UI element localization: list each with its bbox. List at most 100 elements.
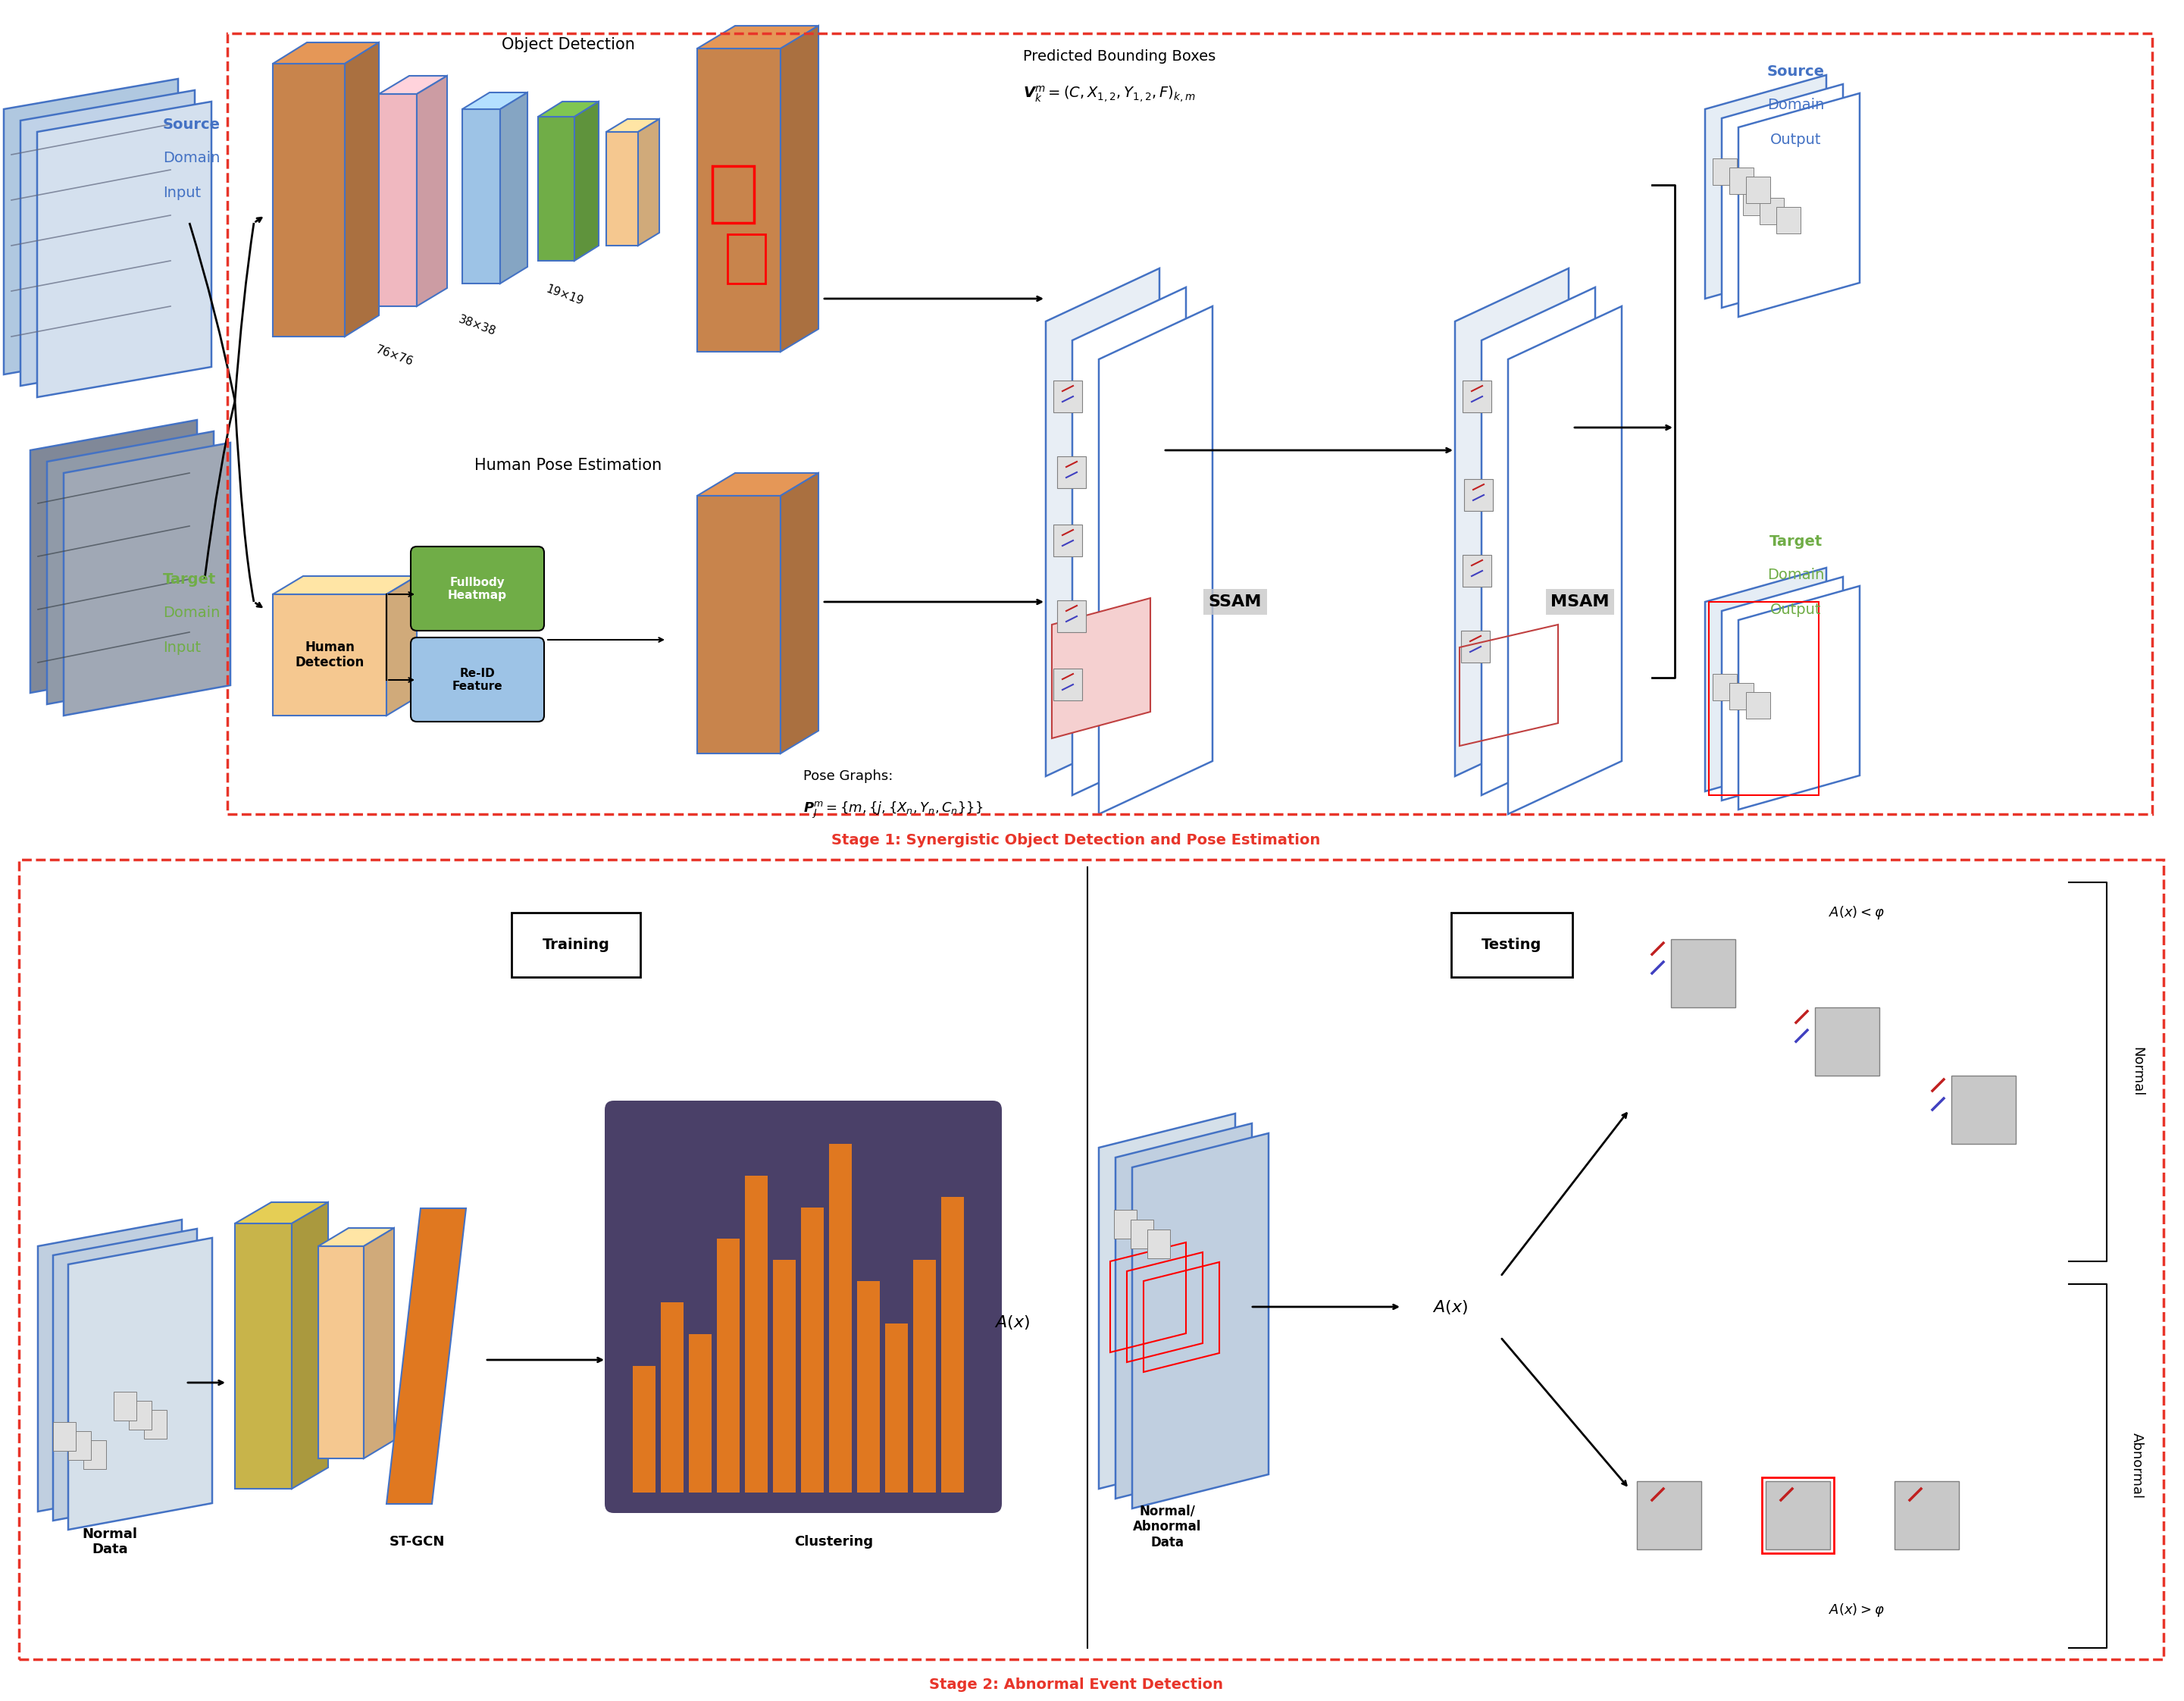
Bar: [802, 1208, 823, 1492]
Text: $A(x) > \varphi$: $A(x) > \varphi$: [1828, 1602, 1885, 1618]
Polygon shape: [52, 1228, 197, 1521]
Text: Clustering: Clustering: [795, 1534, 874, 1548]
Bar: [52, 1422, 76, 1451]
Polygon shape: [37, 102, 212, 398]
Polygon shape: [319, 1228, 393, 1247]
Polygon shape: [1706, 568, 1826, 791]
Text: Training: Training: [542, 937, 609, 953]
Polygon shape: [1131, 1133, 1269, 1509]
Bar: [1147, 1230, 1171, 1259]
Bar: [716, 1238, 740, 1492]
Polygon shape: [68, 1238, 212, 1529]
Text: Input: Input: [164, 640, 201, 655]
Polygon shape: [387, 577, 417, 716]
Polygon shape: [500, 92, 526, 284]
Bar: [662, 1303, 684, 1492]
Bar: [1776, 208, 1800, 233]
Polygon shape: [236, 1203, 328, 1223]
FancyBboxPatch shape: [605, 1101, 1002, 1512]
Bar: [1131, 1220, 1153, 1249]
Text: Fullbody
Heatmap: Fullbody Heatmap: [448, 577, 507, 600]
Polygon shape: [463, 92, 526, 109]
Text: Source: Source: [1767, 65, 1826, 78]
Text: Domain: Domain: [1767, 568, 1824, 582]
Polygon shape: [1738, 94, 1859, 316]
Polygon shape: [607, 119, 660, 133]
Bar: [129, 1402, 151, 1429]
FancyBboxPatch shape: [411, 638, 544, 721]
Bar: [1053, 381, 1081, 412]
Bar: [1950, 1075, 2016, 1143]
FancyBboxPatch shape: [511, 913, 640, 976]
Polygon shape: [378, 94, 417, 306]
Polygon shape: [537, 117, 574, 260]
Bar: [1712, 674, 1736, 701]
Bar: [830, 1143, 852, 1492]
Text: $\boldsymbol{P}_J^m=\{m,\{j,\{X_n,Y_n,C_n\}\}\}$: $\boldsymbol{P}_J^m=\{m,\{j,\{X_n,Y_n,C_…: [804, 801, 983, 820]
Text: Target: Target: [1769, 534, 1824, 548]
Polygon shape: [574, 102, 598, 260]
Bar: [144, 1410, 166, 1439]
Text: 19×19: 19×19: [544, 284, 585, 308]
Bar: [1762, 1478, 1835, 1553]
Text: MSAM: MSAM: [1551, 594, 1610, 609]
Polygon shape: [1046, 269, 1160, 776]
Polygon shape: [780, 26, 819, 352]
Polygon shape: [463, 109, 500, 284]
Bar: [1730, 167, 1754, 194]
Polygon shape: [1507, 306, 1623, 815]
Text: Domain: Domain: [164, 606, 221, 621]
Polygon shape: [293, 1203, 328, 1488]
Polygon shape: [1721, 577, 1843, 801]
Bar: [68, 1431, 92, 1459]
Text: $A(x)$: $A(x)$: [1433, 1298, 1468, 1315]
Bar: [773, 1260, 795, 1492]
Polygon shape: [20, 90, 194, 386]
Bar: [1712, 158, 1736, 185]
Polygon shape: [31, 420, 197, 692]
Polygon shape: [537, 102, 598, 117]
Text: Stage 1: Synergistic Object Detection and Pose Estimation: Stage 1: Synergistic Object Detection an…: [832, 833, 1321, 847]
Text: Human Pose Estimation: Human Pose Estimation: [474, 458, 662, 473]
Bar: [688, 1334, 712, 1492]
Polygon shape: [37, 1220, 181, 1512]
Bar: [1057, 456, 1085, 488]
Polygon shape: [638, 119, 660, 245]
Text: SSAM: SSAM: [1208, 594, 1262, 609]
Text: Output: Output: [1771, 602, 1821, 617]
Polygon shape: [365, 1228, 393, 1458]
Polygon shape: [1053, 599, 1151, 738]
Polygon shape: [1116, 1123, 1251, 1499]
Bar: [885, 1323, 909, 1492]
Polygon shape: [273, 43, 378, 63]
Polygon shape: [1706, 75, 1826, 299]
Polygon shape: [1099, 1114, 1236, 1488]
Bar: [727, 235, 764, 284]
Bar: [1743, 189, 1767, 216]
Bar: [712, 167, 753, 223]
FancyBboxPatch shape: [411, 546, 544, 631]
Text: Testing: Testing: [1481, 937, 1542, 953]
Polygon shape: [697, 495, 780, 754]
Bar: [1636, 1482, 1701, 1550]
Polygon shape: [780, 473, 819, 754]
Polygon shape: [48, 432, 214, 704]
Bar: [1053, 524, 1081, 556]
Polygon shape: [378, 77, 448, 94]
Text: Domain: Domain: [1767, 99, 1824, 112]
Bar: [1815, 1007, 1880, 1075]
Bar: [1765, 1482, 1830, 1550]
Bar: [1114, 1209, 1136, 1238]
Bar: [913, 1260, 937, 1492]
Polygon shape: [4, 78, 179, 374]
Text: $\boldsymbol{V}_k^m=(C,X_{1,2},Y_{1,2},F)_{k,m}$: $\boldsymbol{V}_k^m=(C,X_{1,2},Y_{1,2},F…: [1022, 85, 1195, 104]
Bar: [1463, 480, 1494, 510]
Bar: [1708, 602, 1819, 794]
Polygon shape: [607, 133, 638, 245]
Bar: [1671, 939, 1736, 1007]
Text: Source: Source: [164, 117, 221, 131]
Polygon shape: [1721, 83, 1843, 308]
Text: Domain: Domain: [164, 151, 221, 165]
Bar: [1057, 600, 1085, 633]
Text: Normal: Normal: [2129, 1048, 2145, 1097]
